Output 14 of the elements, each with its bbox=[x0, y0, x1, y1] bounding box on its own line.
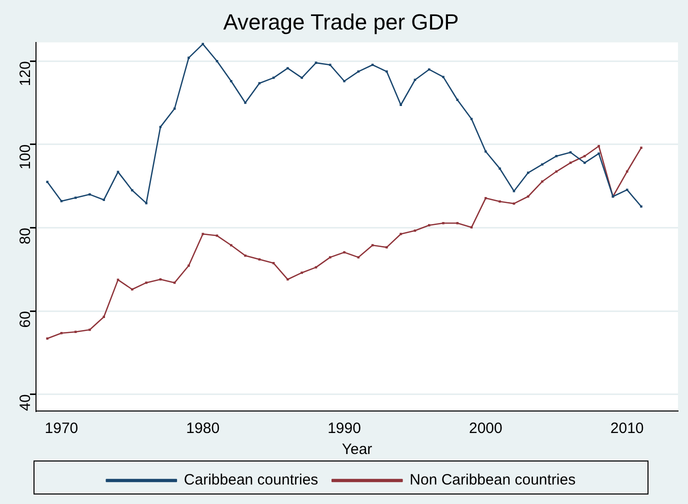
x-tick-label: 1980 bbox=[186, 420, 220, 438]
legend-label: Non Caribbean countries bbox=[410, 472, 576, 489]
x-tick-label: 1990 bbox=[328, 420, 361, 438]
y-tick-label: 40 bbox=[17, 394, 34, 412]
legend-label: Caribbean countries bbox=[184, 472, 318, 489]
y-tick-label: 120 bbox=[17, 61, 34, 86]
x-axis-title: Year bbox=[342, 441, 372, 458]
x-tick-label: 1970 bbox=[44, 420, 78, 438]
chart-title: Average Trade per GDP bbox=[223, 9, 459, 34]
y-tick-label: 60 bbox=[17, 311, 34, 328]
y-tick-label: 100 bbox=[17, 144, 34, 170]
x-tick-label: 2000 bbox=[468, 420, 502, 438]
y-tick-label: 80 bbox=[17, 228, 34, 244]
x-tick-label: 2010 bbox=[610, 420, 644, 438]
